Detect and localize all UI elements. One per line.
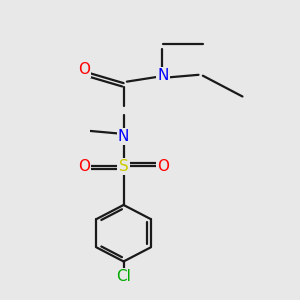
Text: O: O bbox=[78, 62, 90, 77]
Text: O: O bbox=[78, 159, 90, 174]
Text: S: S bbox=[119, 159, 128, 174]
Text: N: N bbox=[158, 68, 169, 83]
Text: Cl: Cl bbox=[116, 269, 131, 284]
Text: N: N bbox=[118, 129, 129, 144]
Text: O: O bbox=[157, 159, 169, 174]
